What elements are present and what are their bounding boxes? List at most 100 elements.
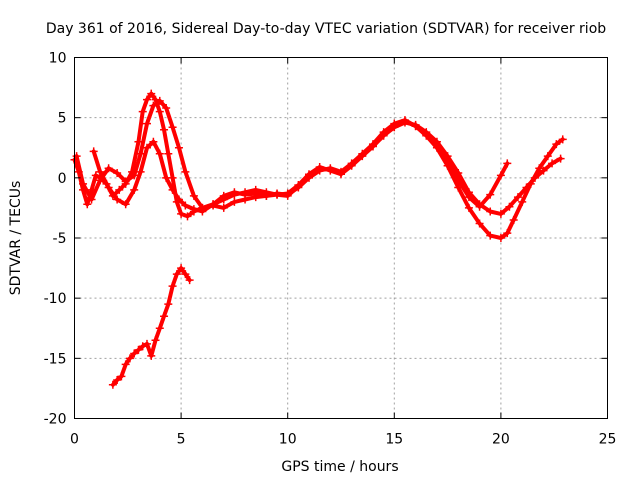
x-tick-label: 0: [70, 432, 79, 448]
data-point: [262, 191, 271, 200]
data-point: [121, 360, 130, 369]
data-point: [358, 150, 367, 159]
data-point: [337, 169, 345, 178]
x-tick-label: 25: [599, 432, 617, 448]
data-point: [151, 336, 160, 345]
data-point: [155, 324, 164, 333]
y-tick-label: -15: [44, 351, 67, 367]
data-point: [486, 190, 495, 199]
y-tick-label: -20: [44, 412, 67, 428]
data-point: [443, 156, 452, 165]
data-point: [294, 182, 303, 191]
data-point: [400, 117, 409, 126]
data-point: [535, 164, 544, 173]
data-point: [162, 104, 171, 113]
data-point: [155, 149, 164, 158]
chart-title: Day 361 of 2016, Sidereal Day-to-day VTE…: [46, 21, 606, 37]
data-point: [149, 101, 158, 110]
data-point: [556, 154, 565, 163]
data-point: [96, 167, 105, 176]
data-point: [283, 191, 292, 200]
data-point: [454, 176, 463, 185]
data-point: [83, 200, 92, 209]
y-tick-label: -5: [53, 231, 67, 247]
x-axis-label: GPS time / hours: [281, 459, 398, 475]
data-point: [134, 345, 143, 354]
data-point: [113, 169, 122, 178]
data-point: [486, 207, 495, 216]
data-point: [230, 197, 239, 206]
data-point: [539, 166, 548, 175]
data-point: [548, 159, 557, 168]
data-point: [475, 219, 484, 228]
data-point: [379, 130, 388, 139]
series-trace-c: [72, 96, 512, 212]
y-tick-label: 10: [49, 51, 67, 67]
data-point: [89, 147, 98, 156]
data-point: [505, 202, 514, 211]
data-point: [496, 234, 505, 242]
data-point: [113, 195, 122, 204]
data-point: [558, 135, 567, 144]
data-point: [160, 125, 169, 134]
data-point: [177, 209, 186, 218]
data-point: [174, 143, 183, 152]
y-tick-label: -10: [44, 291, 67, 307]
data-point: [305, 171, 314, 180]
series-layer: [70, 89, 567, 389]
data-point: [117, 372, 126, 381]
y-axis-label: SDTVAR / TECUs: [8, 181, 24, 296]
data-point: [125, 354, 134, 363]
data-point: [181, 201, 190, 210]
data-point: [121, 200, 130, 209]
data-point: [531, 173, 540, 182]
tick-layer: 0 5 10 15 20 25 -20 -15 -10 -5 0 5 10: [44, 51, 617, 448]
data-point: [390, 122, 399, 131]
data-point: [160, 312, 169, 321]
data-point: [168, 282, 177, 291]
series-trace-d: [108, 264, 194, 389]
data-point: [87, 195, 96, 204]
data-point: [168, 185, 177, 194]
data-point: [164, 149, 173, 158]
data-point: [552, 140, 561, 149]
data-point: [198, 203, 207, 212]
data-point: [509, 215, 518, 224]
data-point: [155, 107, 164, 116]
data-point: [164, 300, 173, 309]
data-point: [347, 160, 356, 169]
y-tick-label: 5: [58, 111, 67, 127]
data-point: [108, 380, 117, 389]
data-point: [142, 119, 151, 128]
data-point: [251, 189, 260, 198]
data-point: [130, 349, 139, 358]
data-point: [219, 203, 228, 212]
data-point: [168, 123, 177, 132]
data-point: [503, 229, 512, 238]
y-tick-label: 0: [58, 171, 67, 187]
data-point: [496, 171, 505, 180]
data-point: [136, 167, 145, 176]
data-point: [79, 179, 88, 188]
data-point: [518, 197, 527, 206]
data-point: [189, 205, 198, 214]
data-point: [475, 202, 484, 211]
data-point: [96, 176, 105, 185]
data-point: [142, 143, 151, 152]
data-point: [496, 209, 505, 218]
data-point: [273, 190, 282, 199]
data-point: [174, 195, 183, 204]
data-point: [115, 185, 124, 194]
data-point: [172, 270, 181, 279]
data-point: [155, 96, 164, 105]
x-tick-label: 10: [279, 432, 297, 448]
data-point: [503, 159, 512, 168]
data-point: [464, 203, 473, 212]
data-point: [543, 152, 552, 161]
data-point: [113, 375, 122, 384]
data-point: [130, 171, 139, 180]
data-point: [162, 173, 171, 182]
data-point: [183, 212, 192, 221]
data-point: [147, 351, 156, 360]
